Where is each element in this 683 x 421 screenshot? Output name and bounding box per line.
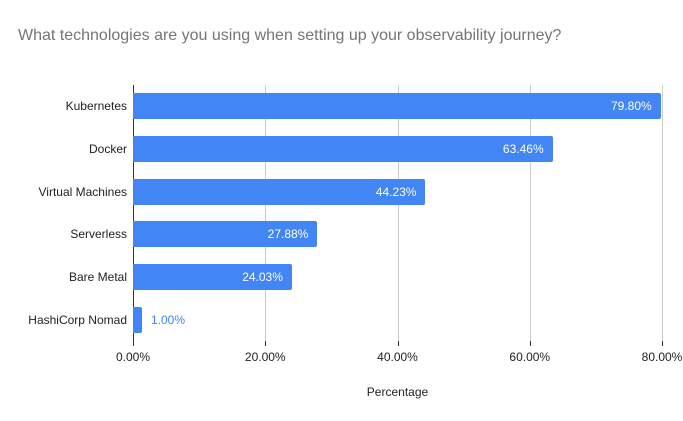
- x-axis-tick: [662, 341, 663, 346]
- x-axis-tick: [265, 341, 267, 346]
- x-axis-tick: [529, 341, 531, 346]
- x-axis-tick: [397, 341, 399, 346]
- value-label: 79.80%: [610, 99, 652, 114]
- category-label: Bare Metal: [68, 269, 127, 284]
- x-tick-label: 80.00%: [641, 350, 683, 364]
- gridline: [265, 85, 267, 341]
- value-label: 44.23%: [375, 184, 417, 199]
- bar: 1.00%: [133, 306, 185, 333]
- gridline: [662, 85, 663, 341]
- category-label: HashiCorp Nomad: [28, 312, 127, 327]
- x-tick-label: 20.00%: [244, 350, 286, 364]
- x-tick-label: 0.00%: [115, 350, 151, 364]
- x-axis-tick: [133, 341, 134, 346]
- x-tick-label: 40.00%: [377, 350, 418, 364]
- y-axis-line: [133, 85, 134, 341]
- bar: 44.23%: [133, 178, 426, 205]
- bar: 79.80%: [133, 93, 661, 120]
- gridline: [529, 85, 531, 341]
- value-label: 1.00%: [151, 312, 186, 327]
- bar: 24.03%: [133, 264, 292, 290]
- bar: 63.46%: [133, 136, 553, 162]
- value-label: 24.03%: [242, 270, 283, 284]
- value-label: 27.88%: [267, 227, 309, 242]
- gridline: [397, 85, 399, 341]
- category-label: Virtual Machines: [38, 184, 128, 199]
- category-label: Docker: [88, 141, 127, 156]
- category-label: Kubernetes: [65, 99, 127, 114]
- category-label: Serverless: [70, 227, 127, 242]
- bar: 27.88%: [133, 221, 318, 248]
- x-tick-label: 60.00%: [509, 350, 551, 364]
- x-axis-title: Percentage: [366, 385, 429, 399]
- value-label: 63.46%: [502, 142, 544, 156]
- chart-title: What technologies are you using when set…: [18, 27, 562, 44]
